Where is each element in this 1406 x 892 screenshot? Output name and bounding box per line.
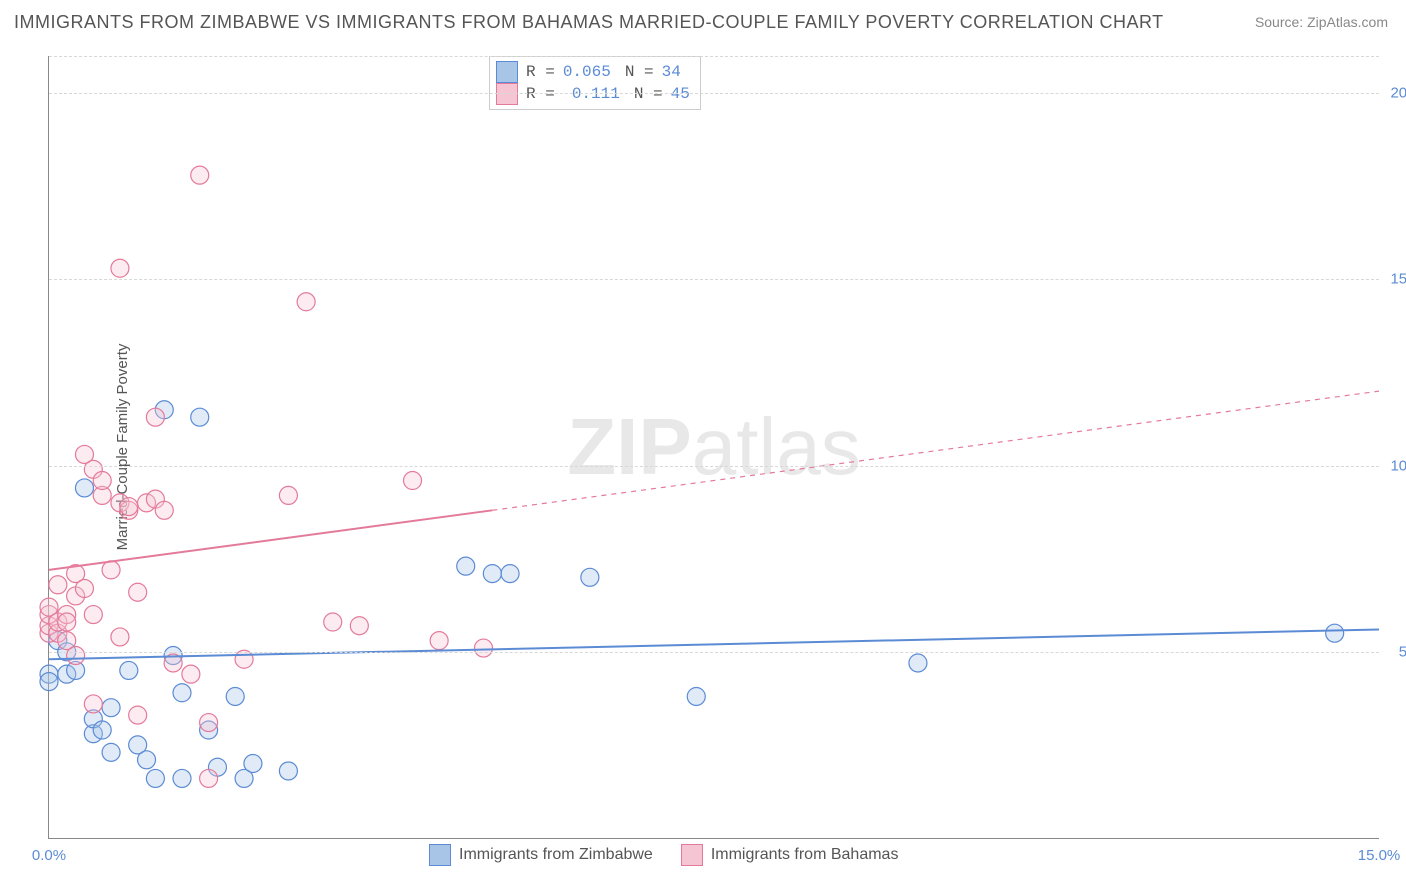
gridline (49, 466, 1379, 467)
scatter-point (93, 721, 111, 739)
scatter-point (67, 647, 85, 665)
trend-line (49, 510, 492, 570)
chart-title: IMMIGRANTS FROM ZIMBABWE VS IMMIGRANTS F… (14, 12, 1164, 33)
swatch-bahamas-bottom (681, 844, 703, 866)
swatch-zimbabwe-bottom (429, 844, 451, 866)
scatter-point (200, 714, 218, 732)
ytick-label: 15.0% (1390, 271, 1406, 288)
scatter-point (75, 479, 93, 497)
scatter-point (146, 408, 164, 426)
scatter-point (279, 762, 297, 780)
scatter-point (501, 565, 519, 583)
xtick-label: 0.0% (32, 847, 66, 864)
scatter-point (483, 565, 501, 583)
scatter-point (102, 561, 120, 579)
scatter-point (404, 472, 422, 490)
scatter-point (102, 743, 120, 761)
series-name-bahamas: Immigrants from Bahamas (711, 846, 899, 864)
scatter-point (1326, 624, 1344, 642)
scatter-point (49, 576, 67, 594)
scatter-point (687, 687, 705, 705)
scatter-point (474, 639, 492, 657)
ytick-label: 20.0% (1390, 85, 1406, 102)
scatter-point (111, 628, 129, 646)
ytick-label: 10.0% (1390, 457, 1406, 474)
scatter-point (244, 755, 262, 773)
scatter-point (191, 166, 209, 184)
scatter-point (430, 632, 448, 650)
source-label: Source: ZipAtlas.com (1255, 14, 1388, 30)
gridline (49, 279, 1379, 280)
scatter-point (226, 687, 244, 705)
legend-item-bahamas: Immigrants from Bahamas (681, 844, 899, 866)
scatter-point (297, 293, 315, 311)
scatter-point (138, 751, 156, 769)
scatter-point (909, 654, 927, 672)
scatter-point (279, 486, 297, 504)
xtick-label: 15.0% (1358, 847, 1401, 864)
scatter-point (84, 695, 102, 713)
plot-area: Married-Couple Family Poverty ZIPatlas R… (48, 56, 1379, 839)
scatter-point (75, 580, 93, 598)
legend-item-zimbabwe: Immigrants from Zimbabwe (429, 844, 653, 866)
ytick-label: 5.0% (1399, 643, 1406, 660)
scatter-point (93, 472, 111, 490)
gridline (49, 652, 1379, 653)
scatter-point (58, 613, 76, 631)
scatter-point (182, 665, 200, 683)
scatter-point (191, 408, 209, 426)
scatter-point (173, 684, 191, 702)
gridline (49, 93, 1379, 94)
scatter-point (235, 650, 253, 668)
scatter-point (111, 259, 129, 277)
series-name-zimbabwe: Immigrants from Zimbabwe (459, 846, 653, 864)
scatter-point (120, 661, 138, 679)
series-legend: Immigrants from Zimbabwe Immigrants from… (429, 844, 898, 866)
plot-svg (49, 56, 1379, 838)
scatter-point (200, 769, 218, 787)
scatter-point (120, 498, 138, 516)
scatter-point (581, 568, 599, 586)
scatter-point (129, 583, 147, 601)
scatter-point (102, 699, 120, 717)
trend-line-extrapolated (492, 391, 1379, 510)
scatter-point (84, 606, 102, 624)
trend-line (49, 629, 1379, 659)
gridline (49, 56, 1379, 57)
scatter-point (129, 706, 147, 724)
scatter-point (324, 613, 342, 631)
scatter-point (350, 617, 368, 635)
scatter-point (40, 673, 58, 691)
scatter-point (457, 557, 475, 575)
scatter-point (155, 501, 173, 519)
scatter-point (173, 769, 191, 787)
scatter-point (146, 769, 164, 787)
